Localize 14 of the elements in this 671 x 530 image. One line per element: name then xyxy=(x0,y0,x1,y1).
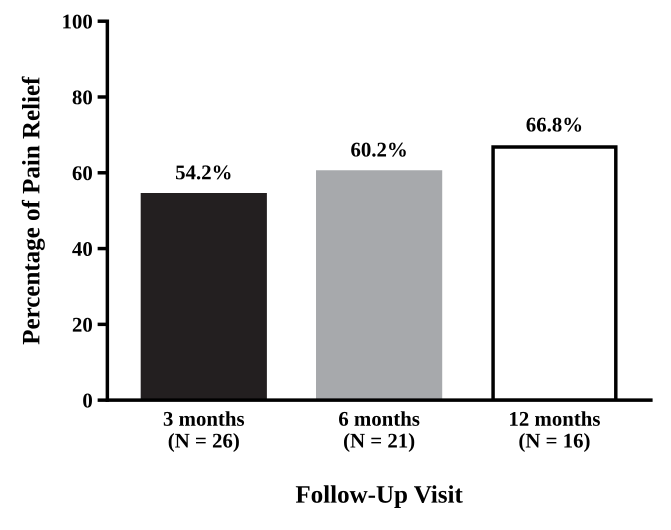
y-tick-label: 100 xyxy=(63,14,92,29)
x-tick-label: 3 months (N = 26) xyxy=(164,411,244,452)
y-tick-label: 60 xyxy=(72,166,92,180)
data-label: 54.2% xyxy=(176,165,230,180)
y-tick-label: 20 xyxy=(72,318,92,332)
y-axis-title: Percentage of Pain Relief xyxy=(22,76,45,344)
data-label: 66.8% xyxy=(526,118,582,132)
x-tick-label: 6 months (N = 21) xyxy=(339,411,420,452)
x-axis-title: Follow-Up Visit xyxy=(296,485,463,508)
y-tick-label: 80 xyxy=(72,90,92,104)
data-label: 60.2% xyxy=(351,142,406,157)
y-tick-label: 0 xyxy=(83,394,92,408)
y-tick-label: 40 xyxy=(72,242,92,256)
x-tick-label: 12 months (N = 16) xyxy=(510,411,600,452)
